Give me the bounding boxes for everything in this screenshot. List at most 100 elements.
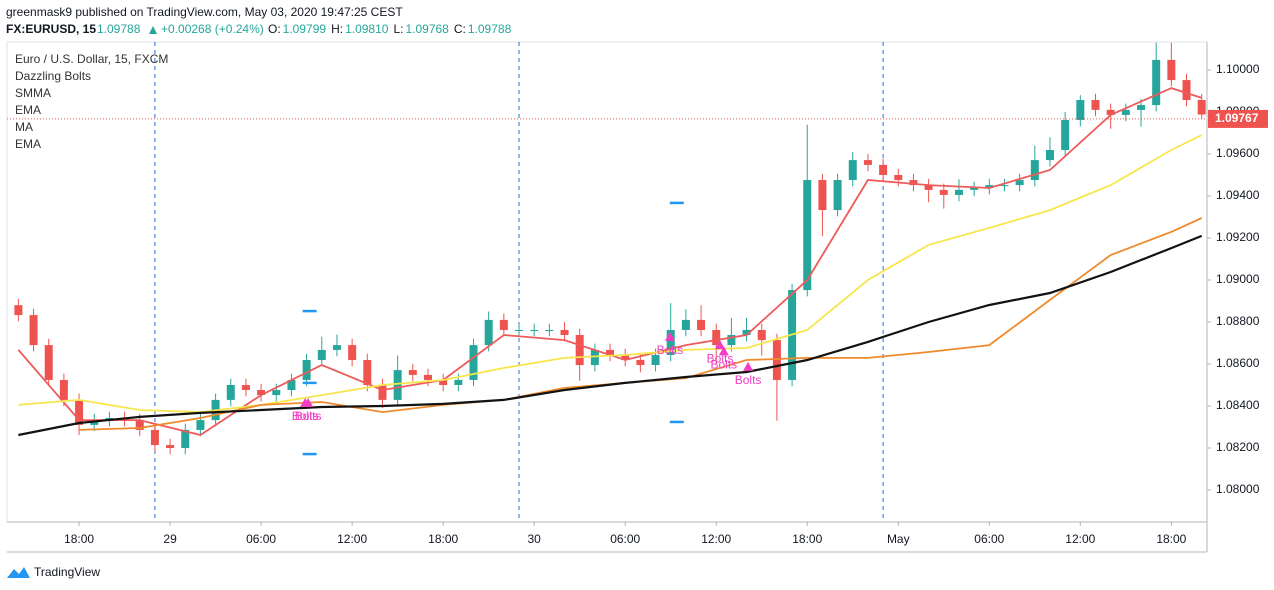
candle-body <box>1045 150 1054 161</box>
candle-body <box>848 160 857 181</box>
candle-body <box>1076 100 1085 120</box>
candle-body <box>1015 180 1024 186</box>
ohlc-value: 1.09768 <box>405 22 449 36</box>
last-price-box <box>1208 109 1268 128</box>
x-tick-label: 12:00 <box>701 532 731 546</box>
bolt-label: Bolts <box>657 343 684 357</box>
x-tick-label: 06:00 <box>246 532 276 546</box>
candle-body <box>135 420 144 430</box>
candle-body <box>954 189 963 195</box>
ohlc-value: 1.09799 <box>283 22 327 36</box>
candle-body <box>651 354 660 366</box>
x-tick-label: 06:00 <box>974 532 1004 546</box>
x-tick-label: 18:00 <box>428 532 458 546</box>
legend-entry: EMA <box>15 103 41 117</box>
y-tick-label: 1.08600 <box>1216 356 1260 370</box>
candle-body <box>970 188 979 190</box>
candle-body <box>29 315 38 346</box>
candle-body <box>1030 160 1039 181</box>
candle-body <box>226 384 235 400</box>
ohlc-key: H: <box>331 22 343 36</box>
legend-entry: MA <box>15 120 33 134</box>
candle-body <box>1167 59 1176 81</box>
candle-body <box>166 445 175 448</box>
y-tick-label: 1.08800 <box>1216 314 1260 328</box>
candle-body <box>1000 185 1009 187</box>
candle-body <box>257 390 266 396</box>
candle-body <box>454 379 463 385</box>
indicator-name: Dazzling Bolts <box>15 69 91 83</box>
bolt-label: Bolts <box>292 409 319 423</box>
candle-body <box>1152 59 1161 106</box>
candle-body <box>621 354 630 361</box>
chart-title: Euro / U.S. Dollar, 15, FXCM <box>15 52 168 66</box>
last-price: 1.09788 <box>97 22 141 36</box>
candle-body <box>1106 109 1115 115</box>
candle-body <box>348 345 357 361</box>
x-tick-label: 12:00 <box>337 532 367 546</box>
candle-body <box>712 329 721 346</box>
candle-body <box>833 180 842 211</box>
candle-body <box>393 370 402 400</box>
candle-body <box>530 329 539 331</box>
y-tick-label: 1.08400 <box>1216 398 1260 412</box>
candle-body <box>757 329 766 341</box>
ohlc-value: 1.09810 <box>345 22 389 36</box>
candle-body <box>697 319 706 330</box>
symbol: FX:EURUSD, 15 <box>6 22 96 36</box>
candle-body <box>515 329 524 331</box>
x-tick-label: 29 <box>163 532 177 546</box>
candle-body <box>439 379 448 385</box>
published-note: greenmask9 published on TradingView.com,… <box>6 5 403 19</box>
candle-body <box>317 349 326 361</box>
candle-body <box>150 429 159 446</box>
brand: TradingView <box>34 565 100 579</box>
candle-body <box>1121 109 1130 115</box>
y-tick-label: 1.08200 <box>1216 440 1260 454</box>
candle-body <box>59 379 68 400</box>
candle-body <box>1182 80 1191 101</box>
candle-body <box>287 379 296 391</box>
candle-body <box>272 390 281 396</box>
up-arrow <box>149 26 157 34</box>
ohlc-key: C: <box>454 22 466 36</box>
candle-body <box>803 180 812 291</box>
x-tick-label: 06:00 <box>610 532 640 546</box>
candle-body <box>879 164 888 175</box>
indicator-line <box>79 217 1203 431</box>
legend-entry: EMA <box>15 137 41 151</box>
y-tick-label: 1.09200 <box>1216 230 1260 244</box>
bolt-marker <box>664 331 675 341</box>
candle-body <box>545 329 554 331</box>
candle-body <box>469 345 478 380</box>
candle-body <box>606 349 615 355</box>
candle-body <box>14 305 23 316</box>
bolt-label: Bolts <box>710 358 737 372</box>
candle-body <box>636 360 645 366</box>
candle-body <box>196 420 205 430</box>
candle-body <box>742 329 751 336</box>
candle-body <box>666 329 675 355</box>
candle-body <box>575 335 584 366</box>
bolt-marker <box>303 398 314 408</box>
bolt-marker <box>718 346 729 356</box>
ohlc-key: L: <box>393 22 403 36</box>
candle-body <box>894 174 903 181</box>
candle-body <box>484 319 493 346</box>
indicator-line <box>18 134 1203 414</box>
y-tick-label: 1.09000 <box>1216 272 1260 286</box>
candle-body <box>772 340 781 380</box>
candle-body <box>408 370 417 375</box>
x-tick-label: 18:00 <box>64 532 94 546</box>
candle-body <box>863 160 872 165</box>
ohlc: O: 1.09799 H: 1.09810 L: 1.09768 C: 1.09788 <box>268 22 512 36</box>
candle-body <box>44 345 53 380</box>
candle-body <box>1091 100 1100 110</box>
indicator-line <box>18 234 1203 437</box>
x-tick-label: 30 <box>528 532 542 546</box>
candle-body <box>302 360 311 380</box>
bolt-marker <box>743 361 754 371</box>
logo <box>7 567 30 578</box>
